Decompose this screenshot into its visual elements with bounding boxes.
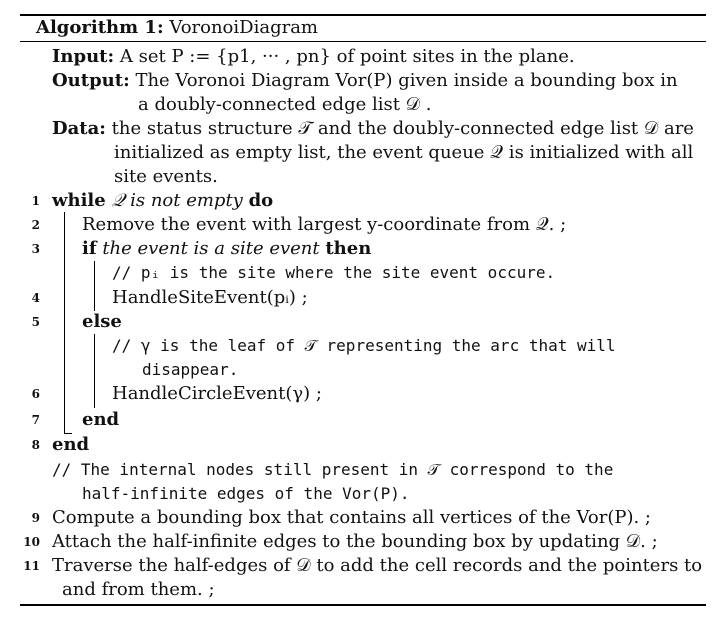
line-number: 7 [31,413,40,427]
algorithm-caption: Algorithm 1: VoronoiDiagram [36,16,318,40]
output-line: Output: The Voronoi Diagram Vor(P) given… [52,69,678,93]
line-number: 1 [31,194,40,208]
comment-circle-event: // γ is the leaf of 𝒯 representing the a… [112,336,616,355]
handle-site-event-line: HandleSiteEvent(pᵢ) ; [112,287,308,308]
line-number: 9 [31,511,40,525]
line-number: 5 [31,315,40,329]
kw-end: end [82,409,120,430]
kw-while: while [52,190,106,211]
input-text: A set P := {p1, ··· , pn} of point sites… [119,46,575,67]
output-label: Output: [52,70,130,91]
input-line: Input: A set P := {p1, ··· , pn} of poin… [52,45,575,69]
end-while-line: end [52,433,89,457]
line-number: 3 [31,242,40,256]
comment-circle-event-cont: disappear. [142,360,239,379]
end-if-line: end [82,408,119,432]
kw-else: else [82,311,122,332]
data-text-3: site events. [114,166,218,187]
data-text-1: the status structure 𝒯 and the doubly-co… [111,118,694,139]
kw-do: do [248,190,274,211]
bottom-rule [20,604,706,606]
bounding-box-line: Compute a bounding box that contains all… [52,507,651,528]
data-line: Data: the status structure 𝒯 and the dou… [52,117,694,141]
line-number: 2 [31,218,40,232]
if-body-bar [94,261,95,311]
data-line-3: site events. [114,165,218,189]
line-number: 4 [31,291,40,305]
line-number: 11 [23,559,40,573]
traverse-line: Traverse the half-edges of 𝒟 to add the … [52,555,703,576]
if-line: if the event is a site event then [82,237,371,261]
traverse-line-cont: and from them. ; [62,579,215,600]
line-number: 6 [31,387,40,401]
input-label: Input: [52,46,115,67]
else-line: else [82,310,122,334]
comment-internal-nodes: // The internal nodes still present in 𝒯… [52,460,614,479]
caption-rule [20,41,706,42]
comment-site-event: // pᵢ is the site where the site event o… [112,263,556,282]
data-line-2: initialized as empty list, the event que… [114,141,693,165]
while-body-tick [64,433,72,434]
top-rule [20,14,706,16]
if-condition: the event is a site event [102,238,320,259]
attach-edges-line: Attach the half-infinite edges to the bo… [52,531,658,552]
kw-then: then [325,238,372,259]
data-label: Data: [52,118,106,139]
kw-end: end [52,434,90,455]
caption-name: VoronoiDiagram [169,17,319,38]
line-number: 10 [23,535,40,549]
output-text-1: The Voronoi Diagram Vor(P) given inside … [135,70,678,91]
while-condition: 𝒬 is not empty [111,190,243,211]
caption-label: Algorithm 1: [36,17,164,38]
output-text-2: a doubly-connected edge list 𝒟 . [138,94,432,115]
output-line-2: a doubly-connected edge list 𝒟 . [138,93,432,117]
comment-internal-nodes-cont: half-infinite edges of the Vor(P). [82,484,410,503]
else-body-bar [94,334,95,408]
data-text-2: initialized as empty list, the event que… [114,142,694,163]
while-body-bar [64,212,65,434]
kw-if: if [82,238,97,259]
while-line: while 𝒬 is not empty do [52,189,273,213]
handle-circle-event-line: HandleCircleEvent(γ) ; [112,383,322,404]
remove-event-line: Remove the event with largest y-coordina… [82,214,567,235]
line-number: 8 [31,438,40,452]
